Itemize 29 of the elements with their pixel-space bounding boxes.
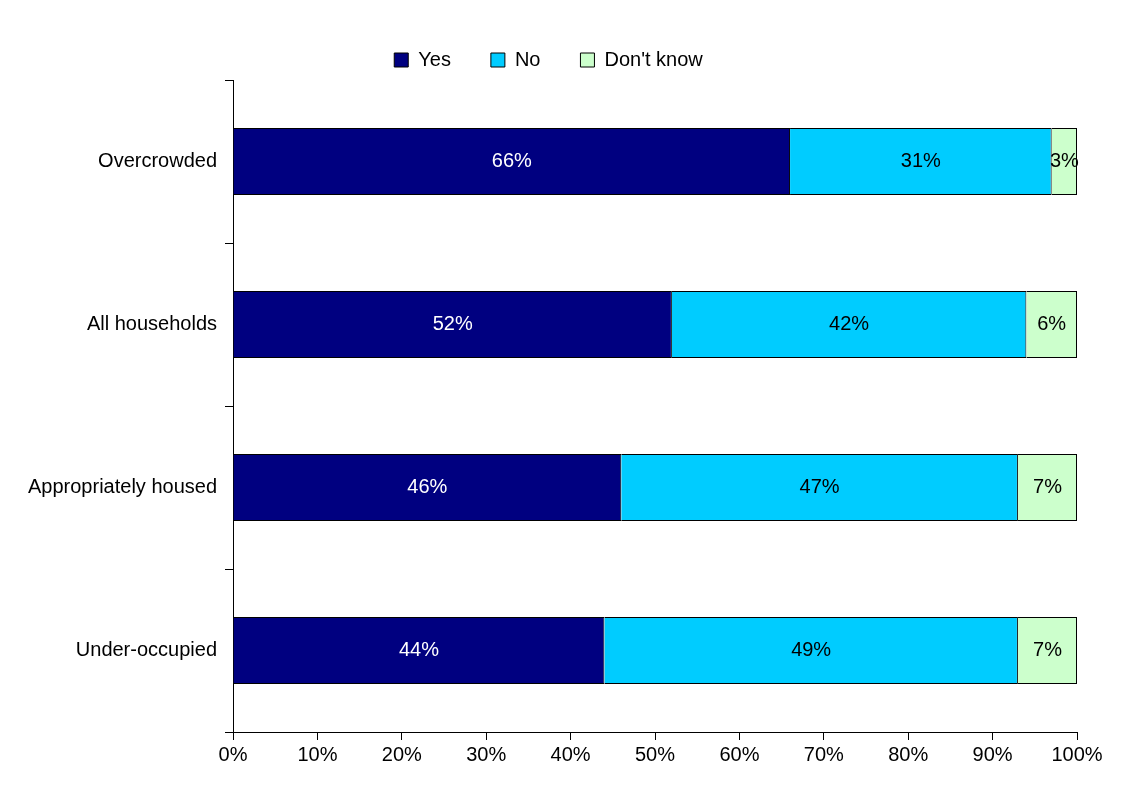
legend-label: Yes [418, 47, 451, 70]
x-tick-label: 70% [803, 742, 845, 765]
data-label: 7% [1033, 638, 1063, 661]
x-tick-label: 80% [888, 742, 929, 765]
x-tick-label: 60% [719, 742, 760, 765]
data-label: 52% [432, 312, 473, 335]
x-tick-label: 0% [218, 742, 248, 765]
data-label: 31% [900, 149, 942, 172]
data-label: 44% [398, 638, 440, 661]
data-label: 66% [491, 149, 533, 172]
y-tick-label: Under-occupied [75, 638, 218, 661]
y-tick-label: Appropriately housed [28, 475, 218, 498]
x-tick-label: 10% [297, 742, 338, 765]
x-tick-label: 30% [466, 742, 507, 765]
x-tick-label: 100% [1051, 742, 1103, 765]
data-label: 49% [791, 638, 832, 661]
legend-label: No [514, 47, 541, 70]
x-tick-label: 20% [381, 742, 423, 765]
x-tick-label: 50% [634, 742, 676, 765]
legend-label: Don't know [604, 47, 704, 70]
x-tick-label: 90% [972, 742, 1013, 765]
y-tick-label: All households [86, 312, 218, 335]
data-label: 46% [407, 475, 448, 498]
data-label: 7% [1033, 475, 1063, 498]
data-label: 6% [1037, 312, 1067, 335]
data-label: 42% [829, 312, 870, 335]
y-tick-label: Overcrowded [98, 149, 218, 172]
x-tick-label: 40% [550, 742, 591, 765]
data-label: 47% [799, 475, 840, 498]
